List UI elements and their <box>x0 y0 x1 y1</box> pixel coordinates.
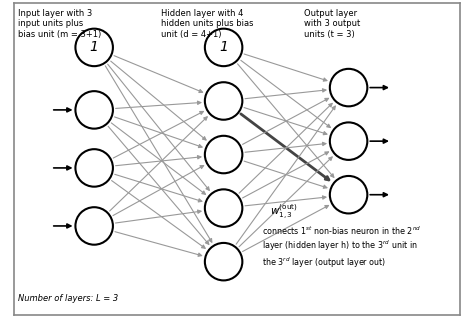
Circle shape <box>75 149 113 187</box>
Text: Output layer
with 3 output
units (t = 3): Output layer with 3 output units (t = 3) <box>304 9 360 39</box>
Circle shape <box>75 91 113 129</box>
Text: 1: 1 <box>219 40 228 54</box>
Circle shape <box>330 122 367 160</box>
Circle shape <box>205 243 242 280</box>
Circle shape <box>205 189 242 227</box>
Circle shape <box>205 29 242 66</box>
Circle shape <box>205 82 242 120</box>
Text: Hidden layer with 4
hidden units plus bias
unit (d = 4+1): Hidden layer with 4 hidden units plus bi… <box>161 9 254 39</box>
Text: connects 1$^{st}$ non-bias neuron in the 2$^{nd}$
layer (hidden layer h) to the : connects 1$^{st}$ non-bias neuron in the… <box>262 225 421 270</box>
Circle shape <box>205 136 242 173</box>
Text: Input layer with 3
input units plus
bias unit (m = 3+1): Input layer with 3 input units plus bias… <box>18 9 101 39</box>
Circle shape <box>330 69 367 106</box>
Text: Number of layers: L = 3: Number of layers: L = 3 <box>18 294 118 303</box>
Text: 1: 1 <box>90 40 99 54</box>
Circle shape <box>330 176 367 213</box>
Text: $w^{(\mathrm{out})}_{1,3}$: $w^{(\mathrm{out})}_{1,3}$ <box>271 203 298 222</box>
Circle shape <box>75 207 113 245</box>
Circle shape <box>75 29 113 66</box>
